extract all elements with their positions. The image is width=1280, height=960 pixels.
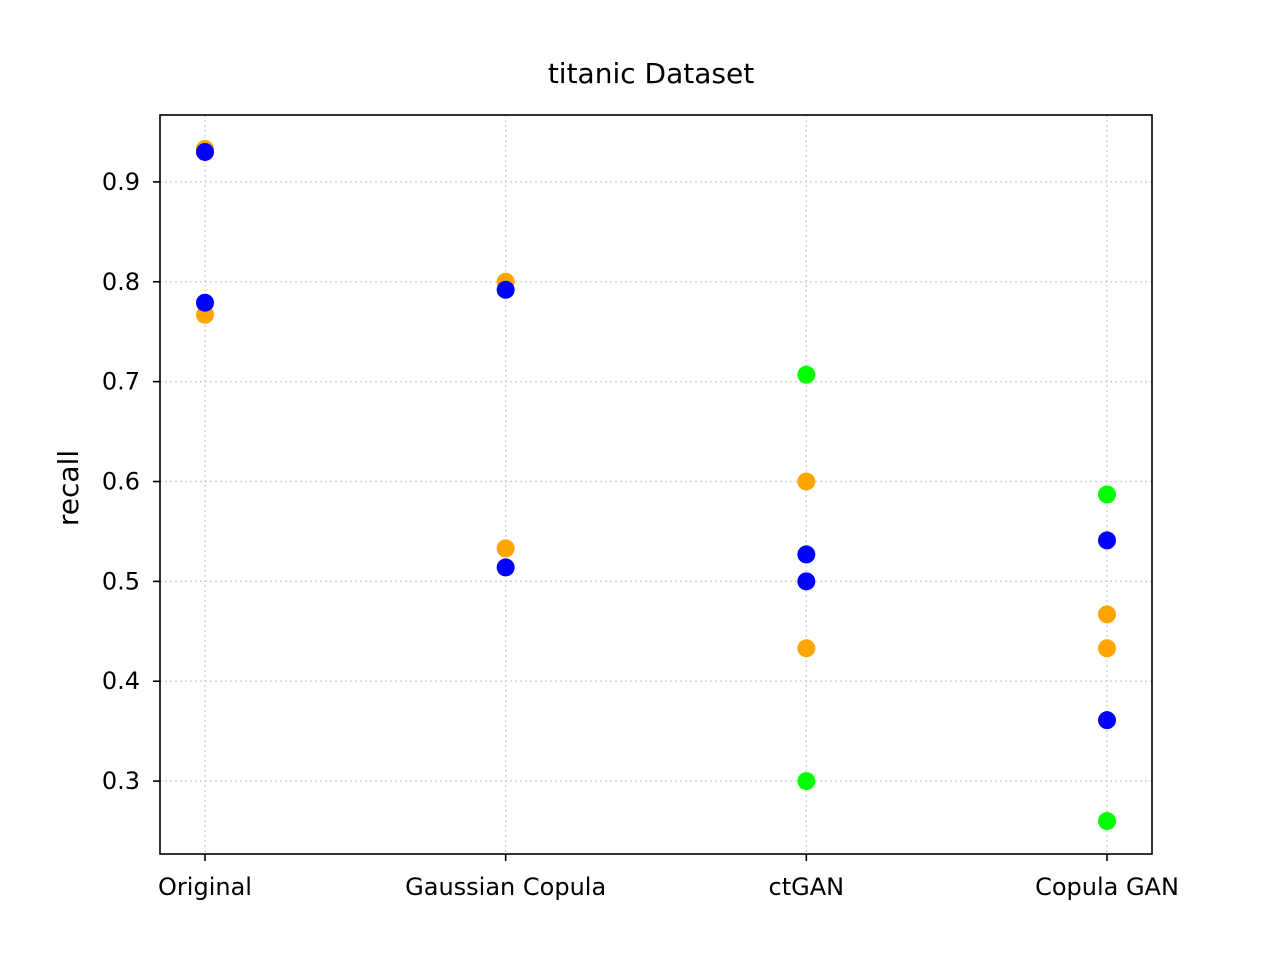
x-tick-label: Copula GAN — [1035, 873, 1179, 901]
x-tick-label: Gaussian Copula — [405, 873, 606, 901]
y-axis-label: recall — [52, 450, 85, 526]
data-points — [196, 139, 1116, 831]
y-tick-label: 0.7 — [102, 368, 140, 396]
data-point — [196, 293, 214, 312]
data-point — [1098, 485, 1116, 504]
chart-title: titanic Dataset — [548, 57, 754, 90]
y-tick-label: 0.9 — [102, 168, 140, 196]
data-point — [797, 572, 816, 591]
data-point — [797, 772, 816, 791]
data-point — [196, 142, 214, 161]
data-point — [1098, 711, 1116, 730]
x-tick-label: ctGAN — [769, 873, 845, 901]
data-point — [797, 365, 816, 384]
data-point — [496, 280, 515, 299]
data-point — [797, 639, 816, 658]
y-tick-label: 0.3 — [102, 767, 140, 795]
y-tick-label: 0.8 — [102, 268, 140, 296]
data-point — [797, 472, 816, 491]
data-point — [797, 545, 816, 564]
y-tick-label: 0.6 — [102, 468, 140, 496]
y-axis-ticks: 0.3 0.4 0.5 0.6 0.7 0.8 0.9 — [102, 168, 160, 795]
x-axis-ticks: Original Gaussian Copula ctGAN Copula GAN — [158, 854, 1179, 901]
data-point — [496, 558, 515, 577]
data-point — [1098, 812, 1116, 831]
y-tick-label: 0.4 — [102, 667, 140, 695]
x-tick-label: Original — [158, 873, 252, 901]
grid-lines — [160, 115, 1152, 854]
data-point — [1098, 639, 1116, 658]
data-point — [1098, 605, 1116, 624]
data-point — [496, 539, 515, 558]
data-point — [1098, 531, 1116, 550]
plot-frame — [159, 114, 1153, 855]
y-tick-label: 0.5 — [102, 567, 140, 595]
